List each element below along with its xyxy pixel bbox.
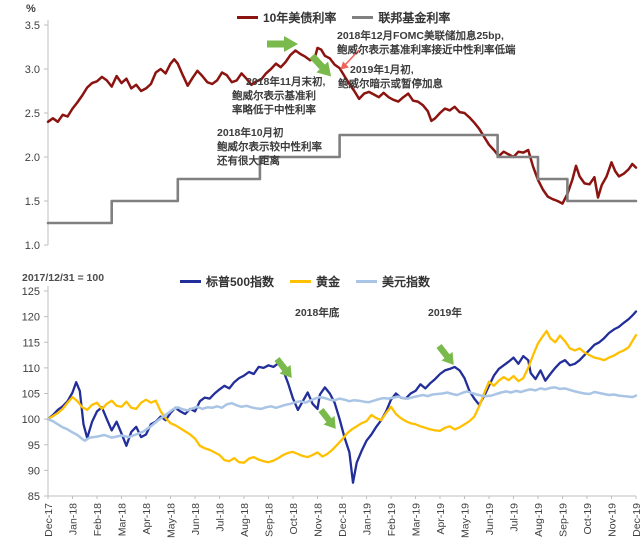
annotation-nov2018: 2018年11月末初, 鲍威尔表示基准利 率略低于中性利率 bbox=[232, 76, 326, 116]
red-pointer-arrow-icon bbox=[340, 49, 360, 70]
legend-label: 美元指数 bbox=[382, 275, 431, 289]
series-3-line bbox=[46, 386, 638, 442]
annotation-fomc-dec2018: 2018年12月FOMC美联储加息25bp, 鲍威尔表示基准利率接近中性利率低端 bbox=[337, 30, 516, 56]
y-tick-label: 2.0 bbox=[25, 152, 40, 164]
y-tick-label: 90 bbox=[28, 465, 40, 477]
dollar-swatch-icon bbox=[356, 280, 378, 283]
fedfunds-swatch-icon bbox=[352, 16, 374, 19]
y-tick-label: 125 bbox=[22, 286, 40, 298]
x-tick-label: Oct-18 bbox=[288, 503, 300, 535]
x-tick-label: Nov-19 bbox=[607, 503, 619, 537]
ust10y-swatch-icon bbox=[237, 16, 258, 19]
x-tick-label: Aug-19 bbox=[533, 503, 545, 537]
x-tick-label: May-18 bbox=[166, 503, 178, 538]
x-tick-label: Apr-18 bbox=[141, 503, 153, 535]
legend-label: 黄金 bbox=[316, 275, 341, 289]
annotation-jan2019: 2019年1月初, 鲍威尔暗示或暂停加息 bbox=[338, 64, 443, 90]
x-tick-label: Jan-18 bbox=[68, 503, 80, 535]
bottom-legend: 标普500指数 黄金 美元指数 bbox=[180, 273, 430, 290]
legend-item-fedfunds: 联邦基金利率 bbox=[352, 9, 450, 26]
y-tick-label: 3.5 bbox=[25, 20, 40, 32]
series-2-line bbox=[46, 329, 638, 464]
x-tick-label: Aug-18 bbox=[239, 503, 251, 537]
top-y-axis-unit: % bbox=[26, 3, 36, 15]
green-arrow-down-icon bbox=[309, 53, 332, 77]
y-tick-label: 1.0 bbox=[25, 240, 40, 252]
series-1-line bbox=[46, 46, 638, 205]
y-tick-label: 2.5 bbox=[25, 108, 40, 120]
x-tick-label: Apr-19 bbox=[435, 503, 447, 535]
legend-label: 10年美债利率 bbox=[263, 11, 337, 25]
x-tick-label: Feb-19 bbox=[386, 503, 398, 536]
x-tick-label: Jul-19 bbox=[509, 503, 521, 532]
green-arrow-sp500-2018-icon bbox=[274, 357, 292, 378]
x-tick-label: Dec-17 bbox=[43, 503, 55, 537]
green-arrow-right-icon bbox=[267, 36, 298, 52]
y-tick-label: 105 bbox=[22, 389, 40, 401]
top-legend: 10年美债利率 联邦基金利率 bbox=[237, 9, 450, 26]
sp500-swatch-icon bbox=[180, 280, 201, 283]
legend-label: 标普500指数 bbox=[206, 275, 275, 289]
legend-label: 联邦基金利率 bbox=[378, 11, 451, 25]
x-tick-label: Jul-18 bbox=[215, 503, 227, 532]
gold-swatch-icon bbox=[290, 280, 312, 283]
y-tick-label: 95 bbox=[28, 440, 40, 452]
y-tick-label: 85 bbox=[28, 491, 40, 503]
annotation-oct2018: 2018年10月初 鲍威尔表示较中性利率 还有很大距离 bbox=[217, 127, 322, 167]
top-chart-rates: 3.5 3.0 2.5 2.0 1.5 1.0 bbox=[25, 20, 638, 252]
series-1-line bbox=[46, 310, 638, 484]
legend-item-sp500: 标普500指数 bbox=[180, 273, 274, 290]
x-tick-label: Jan-19 bbox=[362, 503, 374, 535]
x-tick-label: Dec-18 bbox=[337, 503, 349, 537]
legend-item-dollar: 美元指数 bbox=[356, 273, 430, 290]
legend-item-ust10y: 10年美债利率 bbox=[237, 9, 336, 26]
x-tick-label: Oct-19 bbox=[582, 503, 594, 535]
x-tick-label: Jun-18 bbox=[190, 503, 202, 535]
y-tick-label: 115 bbox=[22, 337, 40, 349]
x-tick-label: Jun-19 bbox=[484, 503, 496, 535]
x-tick-label: Nov-18 bbox=[313, 503, 325, 537]
y-tick-label: 100 bbox=[22, 414, 40, 426]
label-end-2018: 2018年底 bbox=[295, 307, 340, 319]
series-2-line bbox=[46, 133, 638, 225]
y-tick-label: 3.0 bbox=[25, 64, 40, 76]
y-tick-label: 1.5 bbox=[25, 196, 40, 208]
y-tick-label: 110 bbox=[22, 363, 40, 375]
label-2019: 2019年 bbox=[428, 307, 462, 319]
x-tick-label: Dec-19 bbox=[631, 503, 640, 537]
bottom-base-note: 2017/12/31 = 100 bbox=[22, 272, 105, 284]
y-tick-label: 120 bbox=[22, 312, 40, 324]
green-arrow-2019-icon bbox=[436, 344, 454, 365]
legend-item-gold: 黄金 bbox=[290, 273, 340, 290]
x-tick-label: Mar-18 bbox=[117, 503, 129, 536]
green-arrow-gold-2018-icon bbox=[318, 408, 336, 429]
x-tick-label: Mar-19 bbox=[411, 503, 423, 536]
x-tick-label: Sep-19 bbox=[558, 503, 570, 537]
x-tick-label: Sep-18 bbox=[264, 503, 276, 537]
x-tick-label: May-19 bbox=[460, 503, 472, 538]
x-tick-label: Feb-18 bbox=[92, 503, 104, 536]
